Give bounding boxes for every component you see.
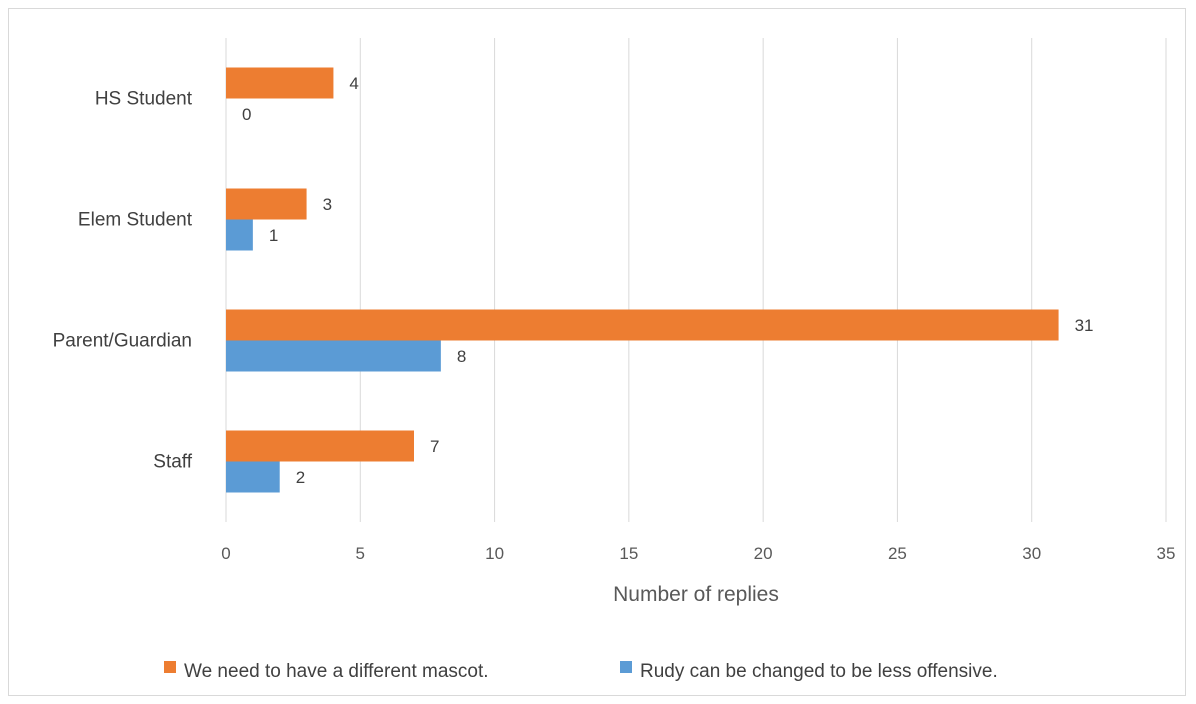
data-label: 7 bbox=[430, 437, 439, 456]
x-tick-label: 10 bbox=[485, 544, 504, 563]
category-label: Elem Student bbox=[78, 210, 193, 231]
legend-swatch bbox=[164, 661, 176, 673]
category-label: HS Student bbox=[95, 89, 193, 110]
data-label: 1 bbox=[269, 226, 278, 245]
category-label: Staff bbox=[153, 452, 192, 473]
legend-swatch bbox=[620, 661, 632, 673]
data-label: 3 bbox=[323, 195, 332, 214]
chart-frame bbox=[8, 8, 1186, 696]
x-tick-label: 0 bbox=[221, 544, 230, 563]
bar-different-mascot bbox=[226, 67, 334, 99]
data-label: 0 bbox=[242, 105, 251, 124]
x-tick-label: 15 bbox=[619, 544, 638, 563]
legend-label: Rudy can be changed to be less offensive… bbox=[640, 661, 998, 682]
data-label: 4 bbox=[349, 74, 358, 93]
bar-rudy-changed bbox=[226, 461, 280, 493]
x-tick-label: 25 bbox=[888, 544, 907, 563]
legend-label: We need to have a different mascot. bbox=[184, 661, 489, 682]
data-label: 2 bbox=[296, 468, 305, 487]
x-tick-label: 5 bbox=[356, 544, 365, 563]
bar-different-mascot bbox=[226, 309, 1059, 341]
category-label: Parent/Guardian bbox=[53, 331, 192, 352]
x-axis-title: Number of replies bbox=[613, 583, 779, 606]
legend: We need to have a different mascot. Rudy … bbox=[164, 661, 998, 682]
data-label: 8 bbox=[457, 347, 466, 366]
bar-rudy-changed bbox=[226, 219, 253, 251]
bars bbox=[226, 67, 1059, 493]
bar-different-mascot bbox=[226, 188, 307, 220]
bar-rudy-changed bbox=[226, 340, 441, 372]
x-tick-label: 35 bbox=[1157, 544, 1176, 563]
bar-different-mascot bbox=[226, 430, 414, 462]
x-tick-label: 30 bbox=[1022, 544, 1041, 563]
data-label: 31 bbox=[1075, 316, 1094, 335]
x-tick-label: 20 bbox=[754, 544, 773, 563]
